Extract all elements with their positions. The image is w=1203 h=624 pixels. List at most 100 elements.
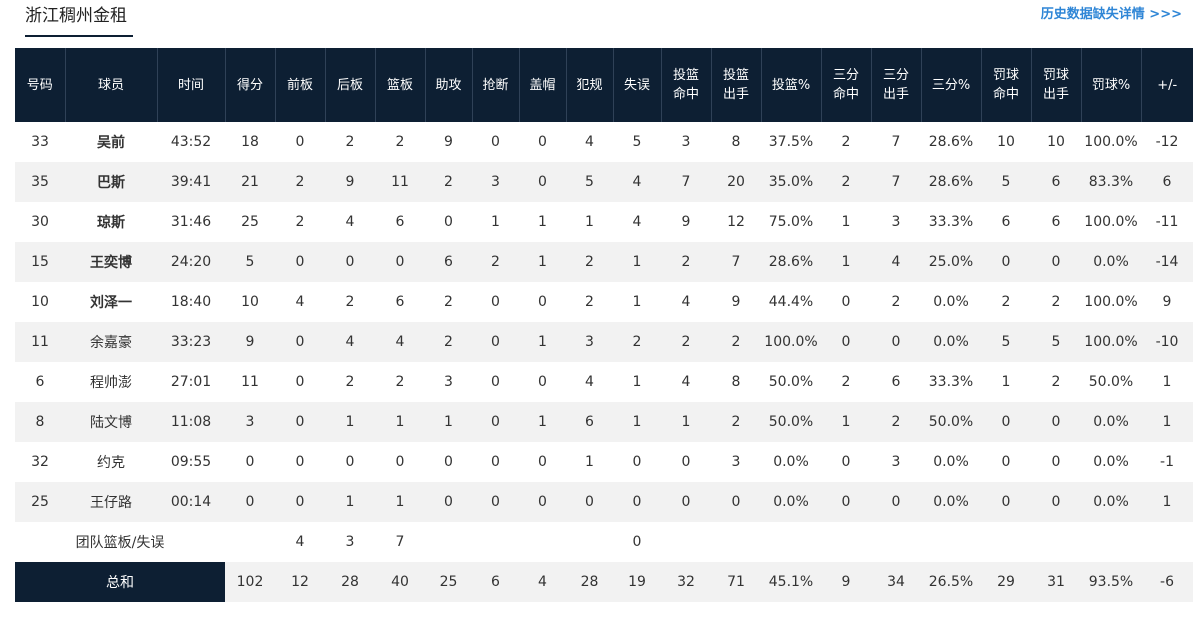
stat-cell: 1 [585, 214, 594, 230]
stat-cell: 2 [821, 162, 871, 202]
stat-cell: 2 [1051, 294, 1061, 310]
stat-cell: 100.0% [761, 322, 821, 362]
stat-cell: 0 [981, 242, 1031, 282]
stat-cell: 7 [711, 242, 761, 282]
column-header: 犯规 [566, 48, 614, 122]
column-header: +/- [1141, 48, 1193, 122]
stat-cell: 1 [519, 322, 566, 362]
stat-cell: 0 [538, 374, 547, 390]
stat-cell [981, 522, 1031, 562]
column-header: 三分% [921, 48, 982, 122]
stat-cell: 0 [981, 482, 1031, 522]
stat-cell: 19 [613, 562, 661, 602]
stat-cell: 4 [345, 214, 355, 230]
missing-data-link[interactable]: 历史数据缺失详情 >>> [1040, 7, 1182, 22]
stat-cell: 9 [731, 294, 741, 310]
player-row: 10 刘泽一 18:40 10 4 2 6 2 0 0 2 1 4 9 44.4% 0 2 0.0% 2 2 100.0… [15, 282, 1193, 322]
jersey-number-cell: 30 [31, 214, 49, 230]
stat-cell: -10 [1141, 322, 1193, 362]
stat-cell: 25 [241, 214, 259, 230]
stat-cell: 10 [997, 134, 1015, 150]
stat-cell: 18 [241, 134, 259, 150]
stat-cell: 75.0% [768, 214, 814, 230]
stat-cell: 0 [538, 454, 547, 470]
stat-cell: 2 [425, 162, 472, 202]
table-header-row: 号码 球员 时间 得分 前板 后板 篮板 助攻 抢断 盖帽 犯规 失误 投篮 命中 投篮 出手 投篮% 三分 命中三… [15, 48, 1193, 122]
stat-cell: 2 [472, 242, 519, 282]
stat-cell: 9 [681, 214, 691, 230]
stat-cell [1141, 522, 1193, 562]
stat-cell: 4 [871, 242, 921, 282]
stat-cell: 25.0% [921, 242, 981, 282]
stat-cell: 0.0% [773, 454, 809, 470]
column-header: 时间 [157, 48, 226, 122]
player-row: 35 巴斯 39:41 21 2 9 11 2 3 0 5 4 7 20 35.0% 2 7 28.6% 5 6 83.… [15, 162, 1193, 202]
stat-cell: 0 [275, 322, 325, 362]
player-row: 8 陆文博 11:08 3 0 1 1 1 0 1 6 1 1 2 50.0% 1 2 50.0% 0 0 0.0% 1 [15, 402, 1193, 442]
stat-cell: 1 [632, 374, 642, 390]
stat-cell: 1 [585, 454, 594, 470]
stat-cell: 2 [613, 322, 661, 362]
jersey-number-cell: 10 [31, 294, 49, 310]
stat-cell: 6 [1001, 214, 1011, 230]
stat-cell: 0 [632, 454, 642, 470]
stat-cell: 6 [891, 374, 901, 390]
stat-cell: 5 [225, 242, 275, 282]
stat-cell: 44.4% [768, 294, 814, 310]
stat-cell: 5 [981, 162, 1031, 202]
minutes-cell: 39:41 [157, 162, 225, 202]
stat-cell: 0 [491, 454, 500, 470]
stat-cell: 1 [613, 402, 661, 442]
stat-cell: 2 [345, 134, 355, 150]
stat-cell: 0 [538, 294, 547, 310]
stat-cell: 40 [375, 562, 425, 602]
stat-cell: 2 [841, 374, 851, 390]
column-header: 助攻 [425, 48, 473, 122]
column-header: 三分 命中 [821, 48, 872, 122]
stat-cell: 2 [425, 322, 472, 362]
stat-cell: 0 [295, 374, 305, 390]
stat-cell: 34 [871, 562, 921, 602]
stat-cell: 12 [275, 562, 325, 602]
stat-cell: 21 [225, 162, 275, 202]
stat-cell: 0 [711, 482, 761, 522]
player-name-cell: 王奕博 [65, 242, 157, 282]
stat-cell: 0 [275, 402, 325, 442]
player-name-cell: 约克 [97, 455, 125, 471]
stat-cell: -14 [1141, 242, 1193, 282]
stat-cell: 9 [325, 162, 375, 202]
stat-cell: 4 [681, 374, 691, 390]
stat-cell: 1 [519, 402, 566, 442]
stat-cell: 4 [681, 294, 691, 310]
stat-cell: 50.0% [768, 374, 814, 390]
stat-cell [871, 522, 921, 562]
stat-cell: 3 [472, 162, 519, 202]
stat-cell: 0 [472, 402, 519, 442]
stat-cell: 0 [245, 454, 255, 470]
stat-cell: 2 [566, 242, 613, 282]
team-header: 浙江稠州金租 历史数据缺失详情 >>> [0, 0, 1203, 48]
column-header: 抢断 [472, 48, 520, 122]
stat-cell: 1 [1162, 374, 1172, 390]
stat-cell: 1 [661, 402, 711, 442]
stat-cell: 6 [1051, 214, 1061, 230]
stat-cell: 28.6% [928, 134, 974, 150]
stat-cell: 0 [295, 134, 305, 150]
stat-cell: 0 [1051, 454, 1061, 470]
stat-cell: 7 [891, 134, 901, 150]
stat-cell: 0 [1001, 454, 1011, 470]
stat-cell: 28.6% [761, 242, 821, 282]
stat-cell: 5 [981, 322, 1031, 362]
stat-cell: 0 [491, 374, 500, 390]
stat-cell: 0.0% [1093, 454, 1129, 470]
stat-cell: 0.0% [921, 482, 981, 522]
stat-cell: 0.0% [1081, 482, 1141, 522]
stat-cell: 4 [325, 322, 375, 362]
jersey-number-cell: 33 [31, 134, 49, 150]
player-name-cell: 吴前 [97, 135, 125, 151]
stat-cell: 0 [632, 534, 642, 550]
minutes-cell: 33:23 [157, 322, 225, 362]
stat-cell: 35.0% [761, 162, 821, 202]
stat-cell: 0.0% [761, 482, 821, 522]
stat-cell: 100.0% [1084, 214, 1138, 230]
